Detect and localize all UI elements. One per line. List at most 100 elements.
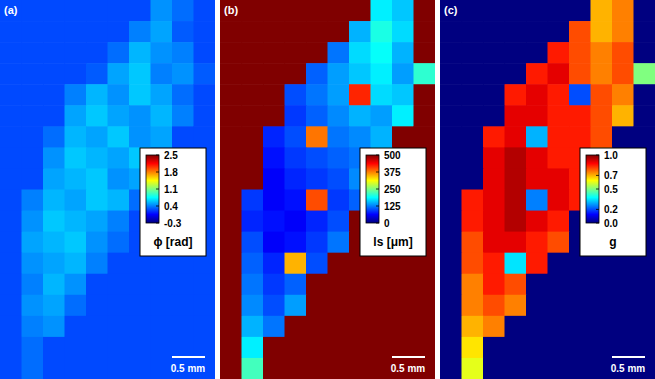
heatmap-cell [548, 337, 570, 359]
heatmap-cell [328, 253, 350, 275]
heatmap-cell [263, 105, 285, 127]
heatmap-cell [194, 84, 216, 106]
heatmap-cell [129, 126, 151, 148]
heatmap-cell [129, 274, 151, 296]
heatmap-cell [414, 274, 436, 296]
heatmap-cell [505, 211, 527, 233]
panel-label: (b) [224, 4, 238, 16]
heatmap-cell [371, 295, 393, 317]
heatmap-cell [43, 358, 65, 379]
heatmap-cell [591, 0, 613, 22]
colorbar-box [580, 148, 646, 256]
heatmap-cell [151, 21, 173, 43]
heatmap-cell [591, 84, 613, 106]
colorbar-tick-label: 1.0 [604, 150, 618, 161]
heatmap-cell [285, 253, 307, 275]
heatmap-cell [65, 190, 87, 212]
heatmap-cell [263, 253, 285, 275]
heatmap-cell [349, 274, 371, 296]
heatmap-cell [108, 63, 130, 85]
heatmap-cell [483, 84, 505, 106]
heatmap-cell [263, 211, 285, 233]
heatmap-cell [108, 0, 130, 22]
colorbar-tick [376, 206, 379, 207]
heatmap-panel [440, 0, 655, 379]
heatmap-cell [328, 168, 350, 190]
heatmap-cell [526, 147, 548, 169]
heatmap-cell [440, 337, 462, 359]
heatmap-cell [349, 337, 371, 359]
heatmap-cell [414, 337, 436, 359]
heatmap-cell [505, 168, 527, 190]
heatmap-cell [526, 126, 548, 148]
heatmap-cell [462, 358, 484, 379]
heatmap-cell [194, 0, 216, 22]
heatmap-cell [392, 274, 414, 296]
heatmap-cell [194, 295, 216, 317]
colorbar-tick [156, 223, 159, 224]
heatmap-cell [505, 147, 527, 169]
heatmap-cell [285, 105, 307, 127]
heatmap-cell [285, 337, 307, 359]
heatmap-cell [86, 84, 108, 106]
heatmap-cell [306, 63, 328, 85]
heatmap-cell [263, 63, 285, 85]
heatmap-cell [0, 21, 22, 43]
heatmap-cell [172, 337, 194, 359]
heatmap-cell [634, 295, 655, 317]
heatmap-cell [505, 21, 527, 43]
heatmap-cell [43, 232, 65, 254]
heatmap-cell [328, 84, 350, 106]
heatmap-cell [349, 84, 371, 106]
heatmap-cell [591, 42, 613, 64]
heatmap-cell [526, 21, 548, 43]
heatmap-cell [414, 84, 436, 106]
heatmap-cell [22, 337, 44, 359]
heatmap-cell [220, 253, 242, 275]
heatmap-cell [483, 316, 505, 338]
heatmap-cell [242, 105, 264, 127]
heatmap-cell [220, 295, 242, 317]
heatmap-cell [505, 0, 527, 22]
heatmap-cell [306, 316, 328, 338]
heatmap-cell [462, 337, 484, 359]
heatmap-cell [591, 105, 613, 127]
heatmap-cell [392, 126, 414, 148]
heatmap-cell [242, 84, 264, 106]
heatmap-cell [328, 190, 350, 212]
heatmap-cell [505, 42, 527, 64]
colorbar [586, 155, 599, 223]
heatmap-cell [263, 168, 285, 190]
scale-bar-label: 0.5 mm [611, 363, 646, 374]
colorbar-tick-label: 0.5 [604, 184, 618, 195]
heatmap-cell [22, 190, 44, 212]
heatmap-cell [371, 105, 393, 127]
heatmap-cell [285, 147, 307, 169]
heatmap-cell [548, 358, 570, 379]
heatmap-cell [108, 274, 130, 296]
heatmap-cell [349, 316, 371, 338]
heatmap-cell [65, 274, 87, 296]
colorbar-tick-label: -0.3 [164, 218, 182, 229]
heatmap-cell [263, 21, 285, 43]
colorbar-tick-label: 500 [384, 150, 401, 161]
heatmap-cell [263, 147, 285, 169]
heatmap-cell [43, 0, 65, 22]
heatmap-cell [306, 295, 328, 317]
heatmap-cell [440, 168, 462, 190]
colorbar-tick [156, 189, 159, 190]
heatmap-cell [612, 84, 634, 106]
heatmap-cell [548, 105, 570, 127]
heatmap-cell [194, 337, 216, 359]
heatmap-cell [483, 21, 505, 43]
heatmap-cell [569, 0, 591, 22]
heatmap-cell [86, 42, 108, 64]
heatmap-cell [86, 21, 108, 43]
heatmap-cell [505, 337, 527, 359]
heatmap-cell [194, 105, 216, 127]
heatmap-cell [440, 21, 462, 43]
heatmap-cell [65, 42, 87, 64]
colorbar-tick-label: 0 [384, 218, 390, 229]
heatmap-cell [151, 358, 173, 379]
heatmap-cell [505, 126, 527, 148]
